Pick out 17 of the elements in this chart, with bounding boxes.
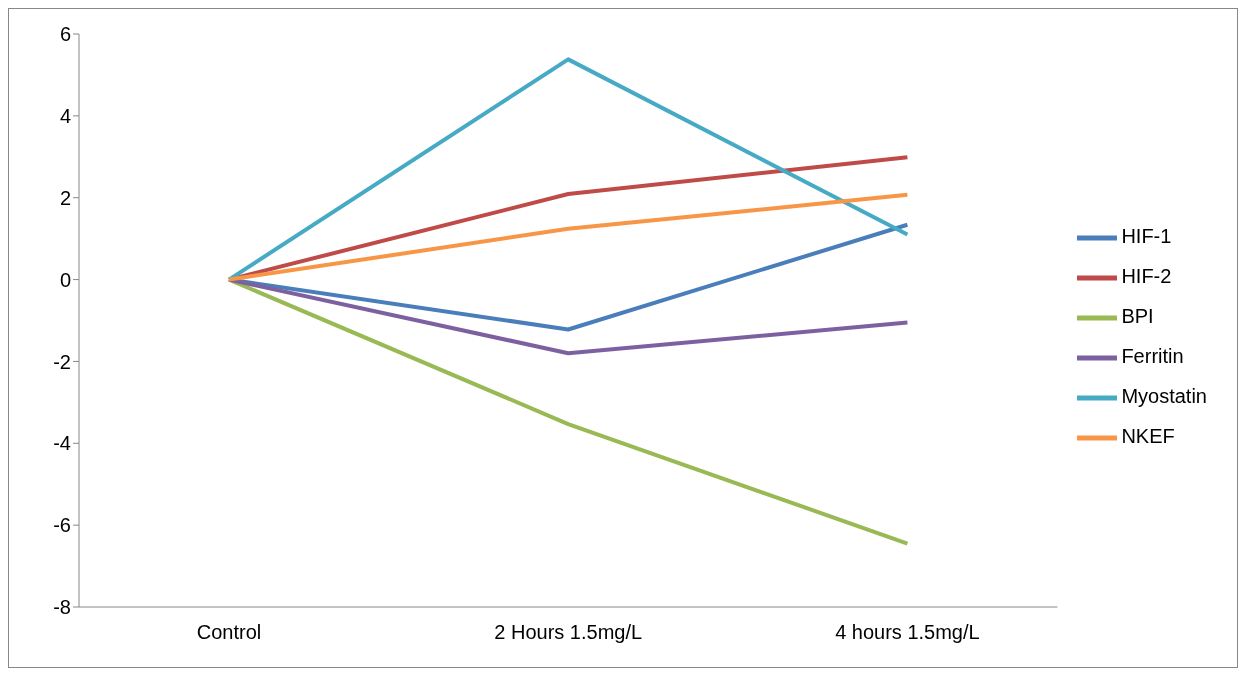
y-tick-label: -2	[53, 350, 71, 373]
y-tick-label: 4	[59, 104, 71, 127]
legend-label: Ferritin	[1121, 345, 1184, 368]
y-tick-label: -8	[53, 596, 71, 619]
y-tick-label: 0	[59, 268, 71, 291]
x-tick-label: 4 hours 1.5mg/L	[835, 621, 980, 644]
legend-label: Myostatin	[1121, 385, 1207, 408]
y-tick-label: -6	[53, 514, 71, 537]
legend-label: BPI	[1121, 305, 1154, 328]
y-tick-label: 2	[59, 186, 71, 209]
legend-label: HIF-2	[1121, 265, 1172, 288]
legend-label: HIF-1	[1121, 225, 1172, 248]
y-tick-label: 6	[59, 23, 71, 46]
x-tick-label: Control	[196, 621, 262, 644]
x-tick-label: 2 Hours 1.5mg/L	[494, 621, 643, 644]
y-tick-label: -4	[53, 432, 71, 455]
legend-label: NKEF	[1121, 425, 1175, 448]
